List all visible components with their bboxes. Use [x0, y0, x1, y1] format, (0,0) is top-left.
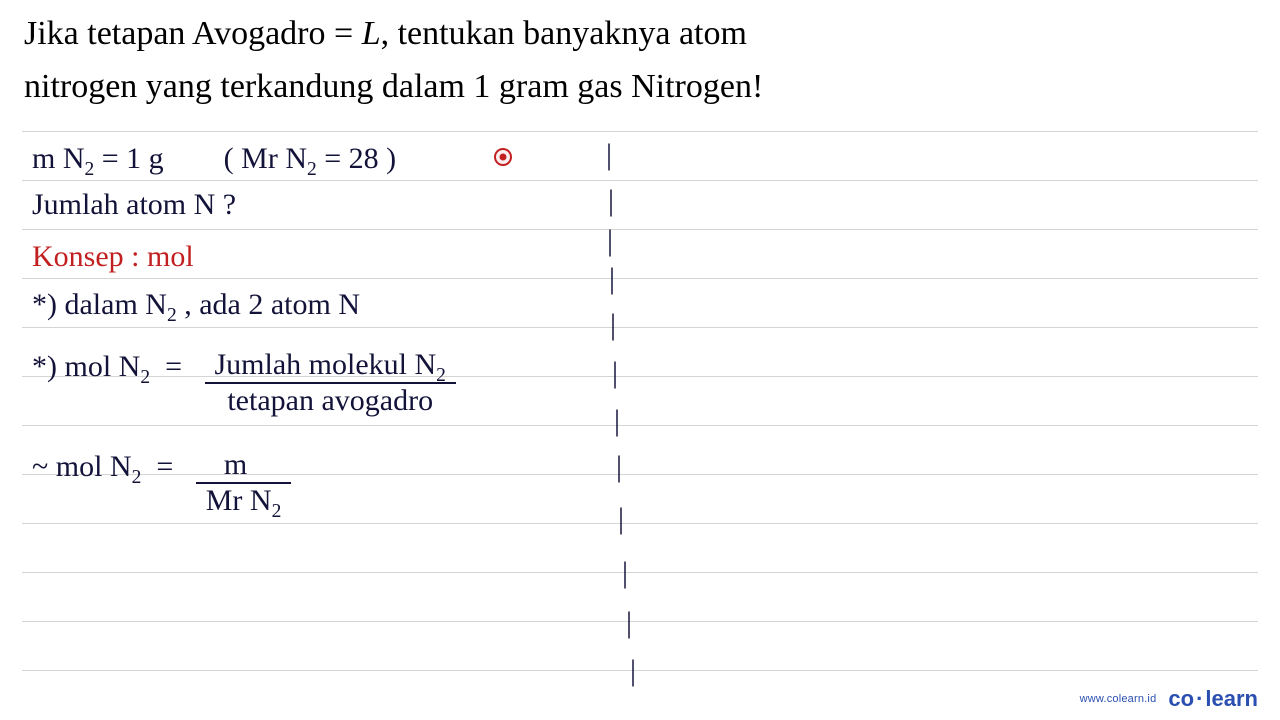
divider-dash: | [630, 654, 636, 688]
hw-line-6: ~ mol N2 = m Mr N2 [32, 436, 291, 502]
brand-logo: co·learn [1168, 686, 1258, 712]
divider-dash: | [607, 224, 613, 258]
divider-dash: | [626, 606, 632, 640]
rule-line [22, 573, 1258, 622]
question-line2: nitrogen yang terkandung dalam 1 gram ga… [24, 68, 763, 105]
footer-url: www.colearn.id [1080, 693, 1157, 705]
divider-dash: | [618, 502, 624, 536]
footer: www.colearn.id co·learn [1080, 686, 1258, 712]
question-line1-pre: Jika tetapan Avogadro = [24, 15, 362, 52]
divider-dash: | [608, 184, 614, 218]
rule-line [22, 524, 1258, 573]
divider-dash: | [622, 556, 628, 590]
rule-line [22, 230, 1258, 279]
hw-line-3: Konsep : mol [32, 240, 194, 274]
fraction-m-over-mr: m Mr N2 [196, 450, 292, 516]
highlight-dot [500, 154, 507, 161]
hw-line-1: m N2 = 1 g ( Mr N2 = 28 ) [32, 142, 396, 176]
hw-line-5: *) mol N2 = Jumlah molekul N2 tetapan av… [32, 336, 456, 402]
divider-dash: | [610, 308, 616, 342]
rule-line [22, 622, 1258, 671]
divider-dash: | [606, 138, 612, 172]
divider-dash: | [612, 356, 618, 390]
hw-line-2: Jumlah atom N ? [32, 188, 236, 222]
divider-dash: | [616, 450, 622, 484]
hw-line-4: *) dalam N2 , ada 2 atom N [32, 288, 360, 322]
highlight-circle-icon [494, 148, 512, 166]
divider-dash: | [614, 404, 620, 438]
question-var-L: L [362, 15, 381, 52]
divider-dash: | [609, 262, 615, 296]
question-text: Jika tetapan Avogadro = L, tentukan bany… [24, 8, 1240, 113]
fraction-molekul: Jumlah molekul N2 tetapan avogadro [205, 350, 456, 416]
question-line1-post: , tentukan banyaknya atom [381, 15, 747, 52]
